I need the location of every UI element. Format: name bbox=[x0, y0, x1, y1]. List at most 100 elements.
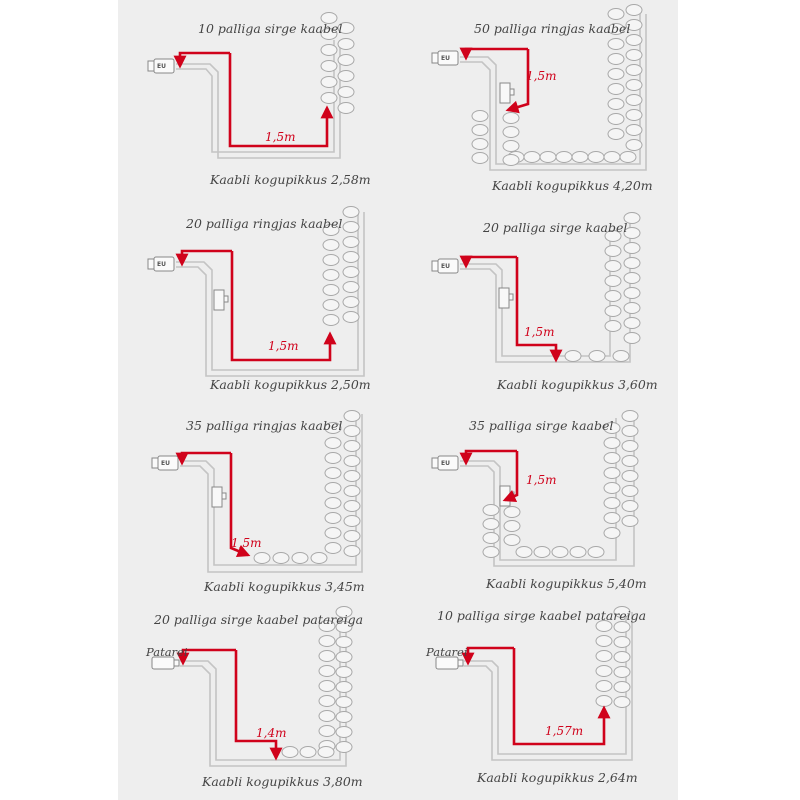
panel-7-title: 20 palliga sirge kaabel patareiga bbox=[153, 612, 363, 627]
panel-1-bulb bbox=[337, 86, 355, 98]
panel-7-bulb bbox=[335, 726, 353, 738]
panel-4-bulb bbox=[623, 242, 641, 254]
panel-8-bulb bbox=[595, 635, 613, 647]
panel-4-bulb bbox=[623, 332, 641, 344]
panel-4-bulb bbox=[604, 275, 622, 287]
panel-5-bulb bbox=[291, 552, 309, 564]
panel-6-bulb bbox=[621, 515, 639, 527]
panel-6-bulb bbox=[503, 534, 521, 546]
panel-3-bulb bbox=[342, 266, 360, 278]
panel-2-bulb bbox=[607, 23, 625, 35]
panel-4-bulb bbox=[604, 260, 622, 272]
panel-8-cable bbox=[464, 612, 627, 755]
panel-2-bulb bbox=[607, 38, 625, 50]
panel-7-bulb bbox=[318, 635, 336, 647]
panel-6-bulb bbox=[621, 410, 639, 422]
panel-8-cable bbox=[464, 612, 633, 761]
panel-4-plug-icon bbox=[437, 258, 459, 274]
panel-7-battery-label: Patarei bbox=[145, 645, 188, 659]
panel-7-bulb bbox=[335, 681, 353, 693]
panel-6-bulb bbox=[482, 504, 500, 516]
panel-4-plug-icon-label: EU bbox=[441, 263, 450, 270]
panel-7-red-arrow bbox=[234, 650, 283, 761]
panel-5-title: 35 palliga ringjas kaabel bbox=[186, 418, 342, 433]
panel-4-red-arrow bbox=[459, 255, 517, 269]
panel-5-bulb bbox=[324, 452, 342, 464]
panel-2-red-arrow bbox=[505, 49, 530, 114]
panel-2-bulb bbox=[607, 128, 625, 140]
panel-2-bulb bbox=[523, 151, 541, 163]
panel-3-bulb bbox=[342, 281, 360, 293]
panel-7-battery-icon-tip bbox=[173, 659, 180, 667]
panel-8-bulb bbox=[595, 695, 613, 707]
panel-3-bulb bbox=[342, 221, 360, 233]
panel-4-transformer-icon bbox=[498, 287, 510, 309]
panel-8-bulb bbox=[595, 620, 613, 632]
panel-4-bulb bbox=[604, 290, 622, 302]
panel-6-bulb bbox=[621, 485, 639, 497]
panel-5-bulb bbox=[343, 470, 361, 482]
panel-7-red-arrow bbox=[176, 648, 236, 666]
panel-4-title: 20 palliga sirge kaabel bbox=[482, 220, 627, 235]
panel-5-bulb bbox=[324, 527, 342, 539]
panel-3-cable bbox=[176, 212, 365, 377]
panel-3-segment-label: 1,5m bbox=[268, 339, 298, 353]
panel-4-segment-label: 1,5m bbox=[524, 325, 554, 339]
panel-2-bulb bbox=[625, 94, 643, 106]
panel-6-plug-icon-prong bbox=[431, 457, 439, 469]
panel-3-bulb bbox=[342, 296, 360, 308]
panel-3-bulb bbox=[322, 269, 340, 281]
panel-4-bulb bbox=[564, 350, 582, 362]
panel-8-bulb bbox=[595, 680, 613, 692]
panel-7-bulb bbox=[318, 650, 336, 662]
panel-5-bulb bbox=[343, 410, 361, 422]
panel-2-plug-icon-label: EU bbox=[441, 55, 450, 62]
panel-1-bulb bbox=[320, 12, 338, 24]
panel-3-bulb bbox=[342, 236, 360, 248]
panel-5-plug-icon-prong bbox=[151, 457, 159, 469]
panel-2-bulb bbox=[607, 53, 625, 65]
panel-8-segment-label: 1,57m bbox=[545, 724, 583, 738]
panel-3-transformer-icon bbox=[213, 289, 225, 311]
panel-7-cable bbox=[180, 612, 347, 767]
panel-2-title: 50 palliga ringjas kaabel bbox=[474, 21, 630, 36]
panel-3-red-arrow bbox=[230, 251, 337, 362]
panel-1-segment-label: 1,5m bbox=[265, 130, 295, 144]
panel-2-bulb bbox=[607, 68, 625, 80]
panel-3-total: Kaabli kogupikkus 2,50m bbox=[209, 377, 371, 392]
panel-2-bulb bbox=[471, 124, 489, 136]
panel-1-bulb bbox=[337, 102, 355, 114]
panel-6-bulb bbox=[503, 506, 521, 518]
panel-6-bulb bbox=[603, 527, 621, 539]
panel-6-bulb bbox=[515, 546, 533, 558]
panel-1-bulb bbox=[320, 92, 338, 104]
panel-8-battery-icon-tip bbox=[457, 659, 464, 667]
panel-5-bulb bbox=[324, 437, 342, 449]
panel-6-bulb bbox=[603, 467, 621, 479]
panel-3-plug-icon-label: EU bbox=[157, 261, 166, 268]
panel-5-bulb bbox=[324, 482, 342, 494]
panel-2-bulb bbox=[502, 140, 520, 152]
panel-2-bulb bbox=[625, 64, 643, 76]
panel-6-total: Kaabli kogupikkus 5,40m bbox=[485, 576, 647, 591]
panel-4-bulb bbox=[623, 257, 641, 269]
panel-3-bulb bbox=[322, 284, 340, 296]
panel-5-bulb bbox=[324, 497, 342, 509]
panel-6-bulb bbox=[482, 546, 500, 558]
panel-2-plug-icon-prong bbox=[431, 52, 439, 64]
panel-8-bulb bbox=[613, 681, 631, 693]
panel-4-bulb bbox=[604, 320, 622, 332]
panel-6-bulb bbox=[621, 455, 639, 467]
panel-6-bulb bbox=[533, 546, 551, 558]
panel-3-title: 20 palliga ringjas kaabel bbox=[185, 216, 342, 231]
panel-5-bulb bbox=[343, 530, 361, 542]
panel-7-bulb bbox=[335, 711, 353, 723]
panel-7-bulb bbox=[335, 651, 353, 663]
panel-1-total: Kaabli kogupikkus 2,58m bbox=[209, 172, 371, 187]
panel-6-bulb bbox=[503, 520, 521, 532]
panel-4-bulb bbox=[588, 350, 606, 362]
panel-7-bulb bbox=[281, 746, 299, 758]
panel-5-bulb bbox=[343, 455, 361, 467]
panel-2-bulb bbox=[625, 124, 643, 136]
panel-5-total: Kaabli kogupikkus 3,45m bbox=[203, 579, 365, 594]
